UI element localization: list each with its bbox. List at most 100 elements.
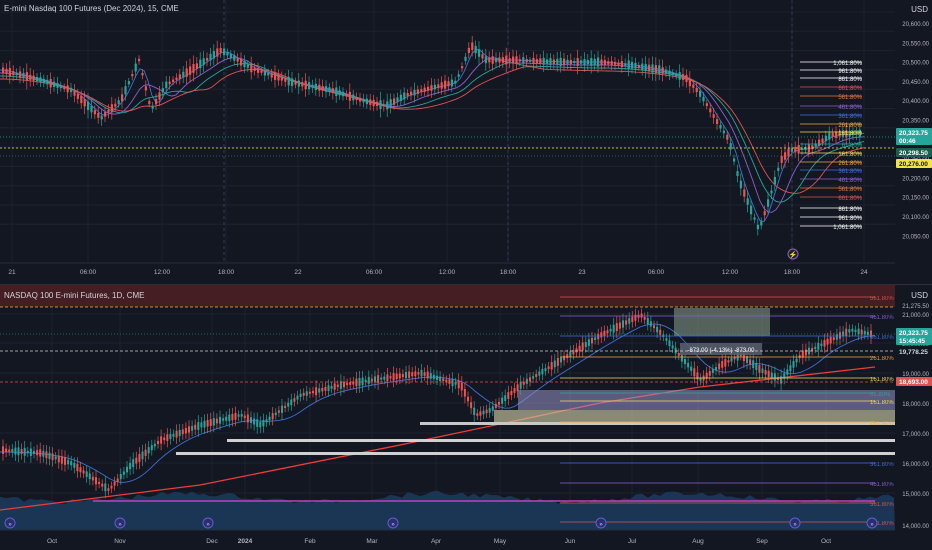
candle-body — [680, 354, 683, 362]
price-axis-tick: 20,200.00 — [902, 176, 929, 182]
candle-body — [525, 58, 528, 63]
candle-body — [101, 483, 104, 487]
candle-body — [54, 456, 57, 460]
candle-body — [709, 108, 712, 113]
candle-body — [426, 371, 429, 379]
candle-body — [715, 367, 717, 371]
candle-body — [770, 190, 773, 194]
candle-body — [301, 82, 304, 87]
time-axis-label: 12:00 — [722, 269, 739, 276]
candle-body — [134, 63, 137, 72]
candle-body — [414, 371, 417, 377]
candle-body — [299, 393, 302, 397]
candle-body — [406, 93, 409, 96]
time-axis-label: 22 — [294, 269, 302, 276]
candle-body — [206, 58, 209, 61]
moving-average-line — [0, 66, 865, 194]
candle-body — [17, 447, 20, 456]
fib-level-label: 361.80% — [870, 335, 894, 341]
candle-body — [100, 115, 103, 120]
candle-body — [722, 130, 725, 134]
pane-divider[interactable] — [0, 284, 932, 285]
moving-average-line — [0, 62, 865, 203]
candle-body — [144, 86, 147, 91]
candle-body — [284, 78, 287, 82]
event-marker-icon — [789, 517, 801, 529]
candle-body — [724, 359, 727, 367]
candle-body — [389, 376, 392, 379]
candle-body — [801, 147, 804, 151]
candle-body — [200, 422, 203, 428]
candle-body — [39, 77, 42, 83]
candle-body — [36, 77, 39, 81]
candle-body — [866, 331, 869, 335]
candle-body — [620, 61, 623, 68]
candle-body — [12, 71, 15, 76]
candle-body — [668, 340, 671, 347]
price-tag: 20,323.75 — [899, 130, 928, 137]
candle-body — [566, 59, 569, 65]
candle-body — [784, 152, 787, 160]
candle-body — [463, 388, 466, 397]
candle-body — [304, 80, 307, 90]
candle-body — [696, 372, 699, 380]
candle-body — [26, 450, 29, 454]
price-tag: 19,778.25 — [899, 349, 928, 356]
candle-body — [73, 90, 76, 96]
candle-body — [158, 92, 161, 100]
candle-body — [563, 58, 566, 66]
candle-body — [236, 58, 239, 62]
fib-level-label: 561.80% — [838, 187, 862, 193]
candle-body — [470, 402, 473, 409]
candle-body — [420, 370, 423, 377]
candle-body — [519, 381, 522, 389]
candle-body — [345, 93, 348, 97]
daily-chart-canvas[interactable]: -873.00 (-4.13%) -873.00561.80%461.80%36… — [0, 285, 932, 550]
candle-body — [631, 316, 634, 322]
candle-body — [761, 368, 764, 373]
price-axis-tick: 20,350.00 — [902, 119, 929, 125]
candle-body — [814, 143, 817, 147]
candle-body — [243, 415, 246, 419]
candle-body — [346, 382, 349, 386]
daily-currency-label: USD — [911, 291, 928, 300]
candle-body — [631, 61, 634, 69]
candle-body — [739, 353, 742, 357]
time-axis-label: 12:00 — [439, 269, 456, 276]
daily-chart-pane[interactable]: -873.00 (-4.13%) -873.00 561.80% 461.80% 36… — [0, 285, 932, 550]
candle-body — [209, 419, 212, 426]
intraday-chart-canvas[interactable]: 1,061.80% 961.80% 861.80% 661.80% 561.80% 461… — [0, 0, 932, 285]
candle-body — [727, 360, 730, 363]
candle-body — [432, 374, 435, 379]
candle-body — [216, 48, 219, 57]
fib-level-label: 861.80% — [838, 207, 862, 213]
candle-body — [653, 325, 655, 329]
candle-body — [141, 72, 144, 76]
candle-body — [473, 407, 476, 416]
candle-body — [684, 359, 686, 365]
candle-body — [835, 334, 838, 340]
price-axis-tick: 15,000.00 — [902, 492, 929, 498]
candle-body — [312, 390, 314, 394]
candle-body — [257, 68, 260, 73]
candle-body — [454, 382, 457, 385]
candle-body — [594, 337, 597, 341]
candle-body — [67, 459, 70, 465]
candle-body — [395, 373, 398, 380]
candle-body — [818, 139, 821, 146]
candle-body — [117, 100, 120, 105]
candle-body — [841, 131, 844, 137]
candle-body — [538, 371, 541, 376]
candle-body — [215, 418, 218, 424]
candle-body — [233, 55, 236, 61]
candle-body — [705, 372, 708, 379]
intraday-currency-label: USD — [911, 5, 928, 14]
candle-body — [763, 211, 766, 216]
candle-body — [656, 326, 659, 333]
candle-body — [615, 323, 618, 332]
candle-body — [305, 391, 308, 396]
candle-body — [138, 58, 141, 62]
candle-body — [770, 372, 773, 379]
intraday-chart-pane[interactable]: 1,061.80% 961.80% 861.80% 661.80% 561.80% 461… — [0, 0, 932, 285]
candle-body — [268, 416, 271, 421]
